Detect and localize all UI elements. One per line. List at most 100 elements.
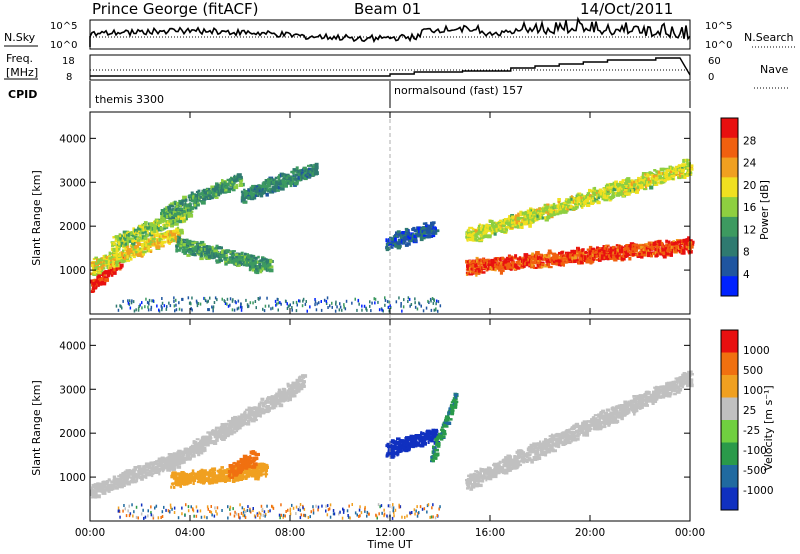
scatter-cell	[303, 176, 308, 181]
scatter-cell	[165, 460, 168, 465]
noise-cell	[374, 297, 377, 301]
scatter-cell	[190, 453, 195, 457]
scatter-cell	[300, 171, 304, 175]
scatter-cell	[220, 431, 225, 435]
scatter-cell	[650, 253, 653, 258]
scatter-cell	[110, 274, 114, 277]
scatter-cell	[617, 187, 620, 191]
scatter-cell	[112, 479, 115, 482]
scatter-cell	[97, 260, 100, 264]
scatter-cell	[206, 251, 212, 255]
scatter-cell	[233, 420, 237, 424]
noise-cell	[327, 306, 329, 309]
scatter-cell	[128, 474, 131, 478]
scatter-cell	[215, 187, 218, 191]
noise-cell	[232, 298, 234, 302]
scatter-cell	[208, 194, 212, 198]
noise-cell	[369, 300, 371, 304]
scatter-cell	[642, 251, 646, 254]
scatter-cell	[654, 180, 657, 185]
noise-cell	[407, 296, 410, 300]
scatter-cell	[596, 200, 601, 205]
scatter-cell	[277, 178, 280, 181]
colorbar-cell	[721, 118, 738, 139]
scatter-cell	[625, 246, 629, 250]
scatter-cell	[166, 223, 170, 226]
scatter-cell	[131, 239, 134, 243]
scatter-cell	[147, 242, 152, 246]
scatter-cell	[528, 223, 532, 228]
scatter-cell	[506, 222, 509, 225]
scatter-cell	[281, 173, 286, 178]
scatter-cell	[100, 484, 105, 488]
scatter-cell	[274, 176, 278, 179]
scatter-cell	[492, 259, 497, 264]
scatter-cell	[529, 220, 533, 224]
noise-cell	[178, 301, 180, 305]
noise-cell	[196, 301, 198, 305]
scatter-cell	[185, 246, 189, 249]
noise-cell	[289, 303, 291, 307]
scatter-cell	[141, 252, 145, 256]
scatter-cell	[198, 192, 203, 195]
noise-cell	[298, 299, 300, 303]
scatter-cell	[295, 168, 298, 172]
scatter-cell	[216, 188, 220, 191]
scatter-cell	[117, 475, 121, 478]
scatter-cell	[190, 243, 195, 247]
scatter-cell	[214, 428, 217, 433]
scatter-cell	[518, 261, 521, 265]
scatter-cell	[96, 275, 101, 280]
scatter-cell	[182, 195, 187, 200]
scatter-cell	[559, 253, 562, 256]
scatter-cell	[622, 255, 625, 258]
scatter-cell	[256, 190, 260, 193]
scatter-cell	[133, 474, 136, 478]
scatter-cell	[570, 195, 573, 199]
y-tick-label: 2000	[59, 221, 86, 233]
noise-cell	[203, 297, 206, 301]
noise-cell	[173, 296, 175, 300]
scatter-cell	[408, 237, 412, 240]
scatter-cell	[545, 211, 548, 214]
scatter-cell	[685, 238, 688, 243]
scatter-cell	[668, 177, 672, 181]
scatter-cell	[477, 224, 481, 228]
noise-cell	[204, 299, 207, 303]
scatter-cell	[178, 456, 184, 459]
scatter-cell	[606, 192, 611, 196]
scatter-cell	[514, 254, 518, 258]
noise-cell	[150, 308, 152, 312]
scatter-cell	[546, 216, 551, 220]
scatter-cell	[165, 206, 168, 209]
scatter-cell	[136, 476, 139, 480]
noise-cell	[388, 300, 391, 304]
noise-cell	[231, 299, 234, 303]
scatter-cell	[641, 177, 647, 181]
scatter-cell	[163, 457, 167, 460]
scatter-cell	[549, 259, 553, 262]
data-region	[465, 236, 695, 277]
scatter-cell	[667, 240, 671, 244]
near-range-noise	[115, 296, 442, 313]
scatter-cell	[216, 190, 219, 193]
noise-cell	[320, 308, 323, 312]
scatter-cell	[128, 469, 132, 472]
noise-cell	[377, 300, 379, 304]
scatter-cell	[176, 231, 181, 236]
scatter-cell	[421, 226, 426, 230]
scatter-cell	[132, 479, 135, 483]
scatter-cell	[115, 262, 119, 267]
scatter-cell	[589, 250, 592, 253]
scatter-cell	[212, 194, 215, 197]
noise-cell	[216, 298, 218, 302]
scatter-cell	[612, 245, 616, 250]
scatter-cell	[588, 188, 592, 193]
scatter-cell	[176, 228, 181, 232]
scatter-cell	[176, 242, 180, 246]
noise-cell	[425, 306, 428, 310]
scatter-cell	[173, 238, 176, 242]
scatter-cell	[301, 175, 303, 178]
scatter-cell	[413, 238, 418, 243]
noise-cell	[274, 299, 277, 303]
